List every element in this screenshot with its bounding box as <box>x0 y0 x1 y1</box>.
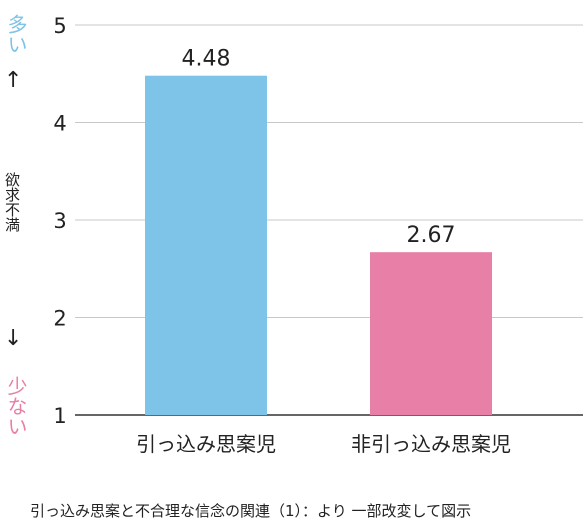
y-tick-label: 2 <box>53 307 66 331</box>
caption: 引っ込み思案と不合理な信念の関連（1）：より 一部改変して図示 <box>30 502 472 520</box>
x-category-label: 非引っ込み思案児 <box>351 432 511 456</box>
bar-1 <box>145 75 267 415</box>
bars <box>145 75 492 415</box>
x-category-label: 引っ込み思案児 <box>136 432 276 456</box>
y-tick-label: 1 <box>53 404 66 428</box>
ylabel-frustration: 欲求不満 <box>3 172 21 232</box>
value-labels: 4.48 2.67 <box>182 47 456 248</box>
up-arrow-icon: ↑ <box>4 68 23 93</box>
y-tick-label: 3 <box>53 209 66 233</box>
bar-chart: 1 2 3 4 5 4.48 2.67 引っ込み思案児 非引っ込み思案児 <box>53 14 583 456</box>
y-tick-label: 4 <box>53 112 66 136</box>
down-arrow-icon: ↓ <box>4 326 23 351</box>
x-axis-categories: 引っ込み思案児 非引っ込み思案児 <box>136 432 511 456</box>
value-label: 2.67 <box>407 223 456 248</box>
y-axis-ticks: 1 2 3 4 5 <box>53 14 66 428</box>
y-tick-label: 5 <box>53 14 66 38</box>
label-few: 少ない <box>4 376 28 436</box>
label-many: 多い <box>4 14 28 54</box>
bar-2 <box>370 252 492 415</box>
value-label: 4.48 <box>182 47 231 72</box>
